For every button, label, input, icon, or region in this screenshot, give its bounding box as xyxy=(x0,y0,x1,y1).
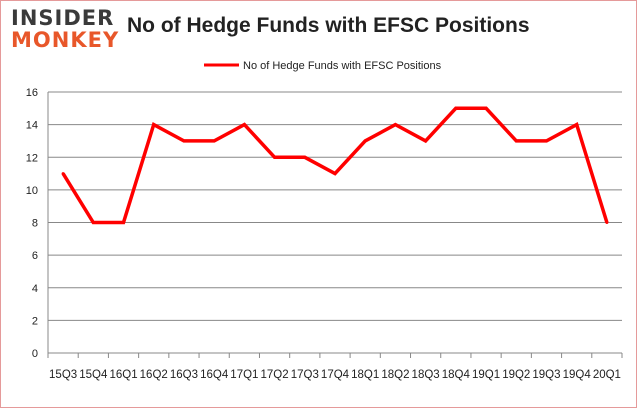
data-point-17Q4 xyxy=(333,172,337,176)
y-tick-label: 8 xyxy=(32,218,38,230)
x-tick-label: 15Q4 xyxy=(79,369,108,381)
x-tick-label: 17Q1 xyxy=(230,369,258,381)
x-tick-label: 18Q2 xyxy=(381,369,409,381)
x-tick-label: 19Q3 xyxy=(532,369,560,381)
insider-monkey-logo: INSIDER MONKEY xyxy=(11,7,121,57)
x-tick-label: 19Q1 xyxy=(472,369,500,381)
data-point-19Q3 xyxy=(545,139,548,143)
x-tick-label: 20Q1 xyxy=(593,369,621,381)
data-point-16Q3 xyxy=(182,139,186,143)
y-tick-label: 14 xyxy=(26,120,38,132)
x-tick-label: 18Q1 xyxy=(351,369,379,381)
data-point-17Q2 xyxy=(273,155,277,159)
y-tick-label: 0 xyxy=(32,348,38,360)
x-tick-label: 16Q1 xyxy=(109,369,137,381)
x-tick-label: 17Q2 xyxy=(261,369,289,381)
x-tick-label: 15Q3 xyxy=(49,369,77,381)
x-tick-label: 19Q4 xyxy=(563,369,592,381)
y-tick-label: 4 xyxy=(32,283,38,295)
x-tick-label: 16Q2 xyxy=(140,369,168,381)
legend-label: No of Hedge Funds with EFSC Positions xyxy=(243,60,442,72)
data-point-16Q1 xyxy=(122,221,125,224)
y-tick-label: 12 xyxy=(26,152,38,164)
x-tick-label: 18Q4 xyxy=(442,369,471,381)
data-point-17Q3 xyxy=(303,155,307,159)
x-tick-label: 17Q3 xyxy=(291,369,319,381)
y-tick-label: 2 xyxy=(32,315,38,327)
logo-line2: MONKEY xyxy=(11,28,120,52)
x-tick-label: 19Q2 xyxy=(502,369,530,381)
data-point-15Q3 xyxy=(61,172,65,176)
data-point-19Q2 xyxy=(514,139,518,143)
data-point-17Q1 xyxy=(242,123,246,127)
legend: No of Hedge Funds with EFSC Positions xyxy=(204,60,442,72)
data-point-15Q4 xyxy=(91,221,95,224)
x-tick-label: 18Q3 xyxy=(412,369,440,381)
data-point-18Q1 xyxy=(363,139,367,143)
data-point-19Q4 xyxy=(575,123,579,127)
data-point-18Q3 xyxy=(424,139,428,143)
data-point-16Q4 xyxy=(212,139,216,143)
logo-line1: INSIDER xyxy=(11,6,115,30)
chart-title: No of Hedge Funds with EFSC Positions xyxy=(127,14,530,37)
y-tick-label: 6 xyxy=(32,250,38,262)
series-line xyxy=(61,106,609,225)
data-point-18Q2 xyxy=(393,123,397,127)
x-tick-label: 16Q4 xyxy=(200,369,229,381)
x-tick-label: 16Q3 xyxy=(170,369,198,381)
y-tick-label: 10 xyxy=(26,185,38,197)
data-point-16Q2 xyxy=(152,123,156,127)
data-point-18Q4 xyxy=(454,106,458,110)
data-point-19Q1 xyxy=(484,106,488,110)
y-tick-label: 16 xyxy=(26,87,38,99)
data-point-20Q1 xyxy=(605,221,609,224)
x-tick-label: 17Q4 xyxy=(321,369,350,381)
